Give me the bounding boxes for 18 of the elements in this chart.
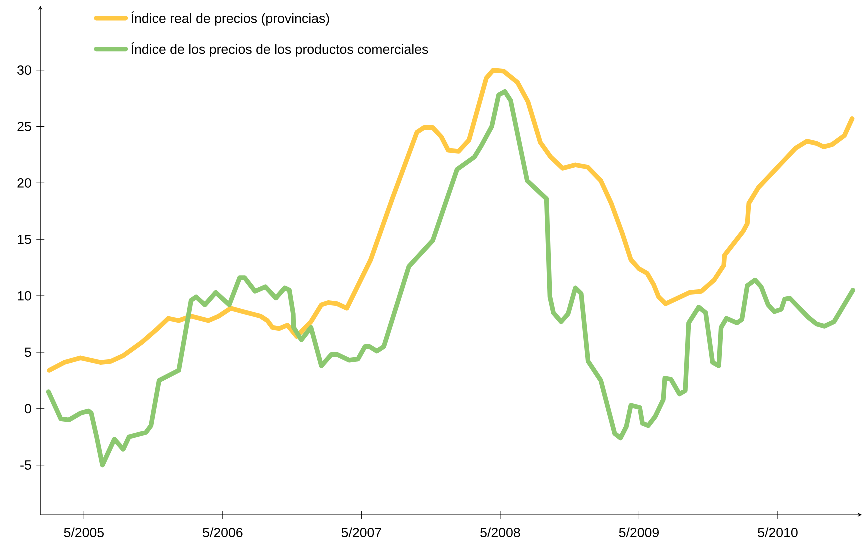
x-tick-label: 5/2009	[619, 528, 659, 538]
line-series	[46, 89, 856, 468]
x-tick-label: 5/2005	[64, 528, 104, 538]
y-tick-label: 5	[25, 348, 32, 358]
y-tick-label: 0	[25, 404, 32, 414]
y-tick-label: 30	[18, 66, 32, 76]
y-tick-label: 15	[18, 234, 32, 244]
x-tick-label: 5/2010	[758, 528, 798, 538]
x-tick-label: 5/2006	[203, 528, 243, 538]
x-tick-label: 5/2007	[342, 528, 382, 538]
legend-label: Índice real de precios (provincias)	[132, 12, 330, 26]
y-tick-label: 10	[18, 291, 32, 301]
y-tick-label: 20	[18, 178, 32, 188]
line-series	[47, 68, 855, 373]
y-tick-label: -5	[20, 460, 32, 470]
y-tick-label: 25	[18, 122, 32, 132]
x-tick-label: 5/2008	[480, 528, 520, 538]
legend-label: Índice de los precios de los productos comerciales	[132, 42, 428, 57]
